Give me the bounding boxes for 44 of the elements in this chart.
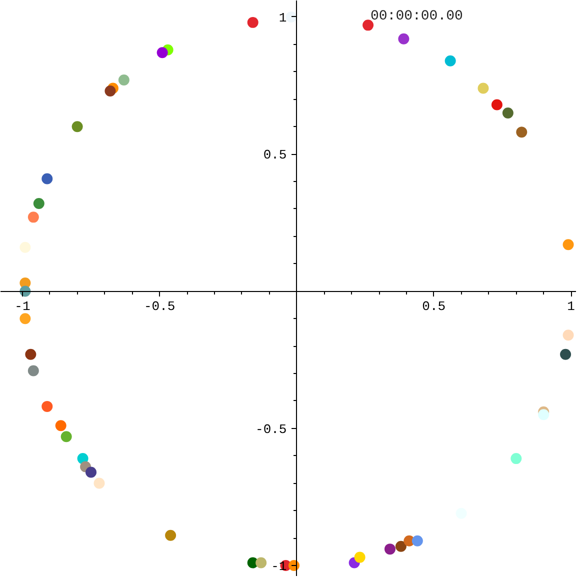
point xyxy=(247,16,258,28)
y-tick-label: 0.5 xyxy=(263,148,287,163)
point xyxy=(55,420,66,432)
point xyxy=(491,99,502,110)
point xyxy=(104,86,116,97)
point xyxy=(395,540,406,552)
point xyxy=(42,173,53,184)
point xyxy=(118,74,130,86)
x-tick-label: 1 xyxy=(567,299,576,314)
x-tick-label: -0.5 xyxy=(144,299,176,314)
point xyxy=(60,431,72,442)
point xyxy=(33,198,44,209)
point xyxy=(42,400,53,412)
point xyxy=(72,121,83,132)
y-tick-label: 1 xyxy=(278,10,287,26)
point xyxy=(86,466,97,478)
point xyxy=(384,544,396,555)
point xyxy=(444,55,456,66)
point xyxy=(412,535,423,546)
point xyxy=(562,330,574,341)
x-tick-label: -1 xyxy=(14,299,30,314)
point xyxy=(516,126,528,138)
point xyxy=(28,212,39,223)
point xyxy=(94,478,105,489)
point xyxy=(256,557,267,568)
point xyxy=(510,453,522,464)
point xyxy=(165,530,176,541)
point xyxy=(354,552,366,563)
point xyxy=(478,82,489,94)
point xyxy=(398,33,410,44)
y-tick-label: -0.5 xyxy=(256,422,287,437)
point xyxy=(560,348,572,360)
annotation: 00:00:00.00 xyxy=(370,8,463,24)
point xyxy=(20,242,31,253)
point xyxy=(502,107,514,118)
point xyxy=(362,20,374,31)
x-tick-label: 0.5 xyxy=(422,299,446,314)
point xyxy=(286,11,297,22)
point xyxy=(538,409,550,420)
point xyxy=(156,47,168,58)
point xyxy=(25,348,36,360)
point xyxy=(20,313,31,324)
point xyxy=(562,239,574,250)
point xyxy=(28,365,39,376)
